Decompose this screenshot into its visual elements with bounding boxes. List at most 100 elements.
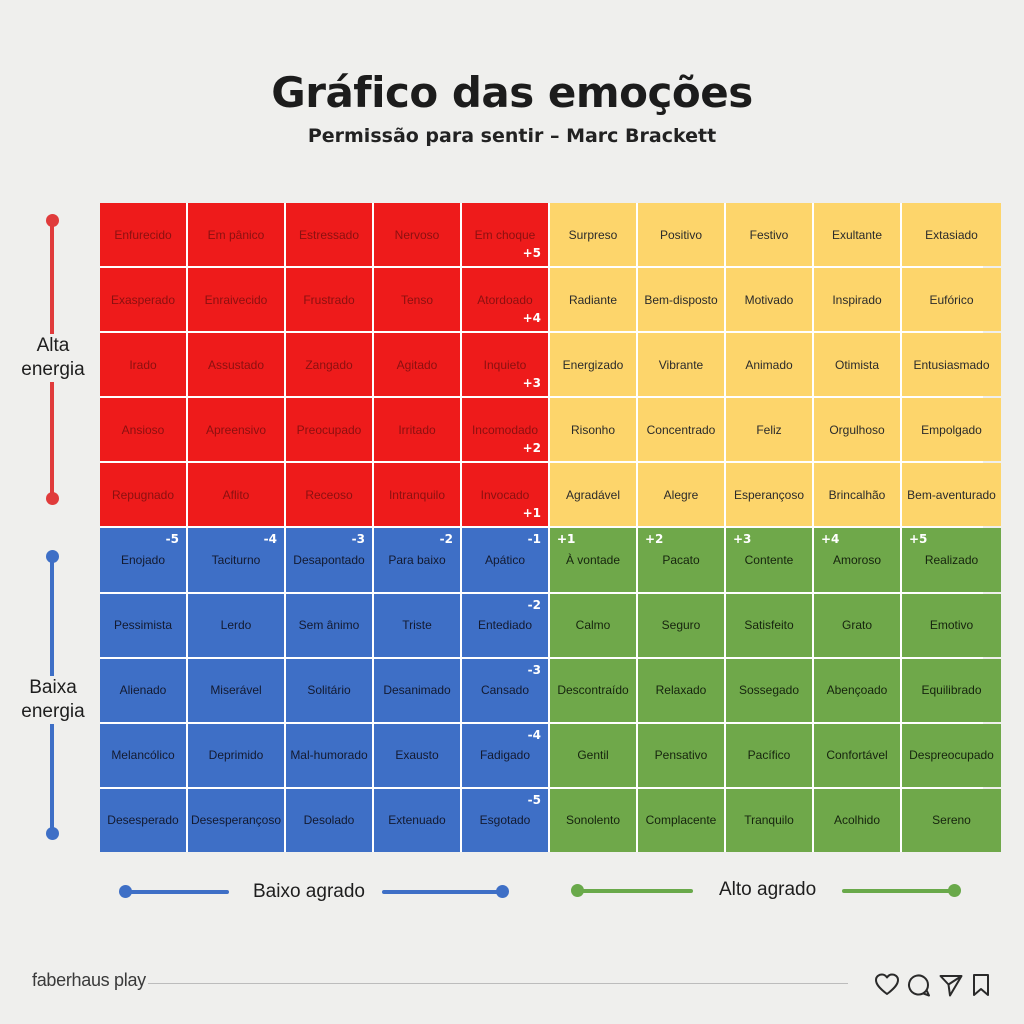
emotion-cell: Desolado bbox=[286, 788, 372, 852]
emotion-cell: Alienado bbox=[100, 658, 186, 722]
high-pleasantness-axis-dot-left bbox=[571, 884, 584, 897]
emotion-cell: Esgotado -5 bbox=[462, 788, 548, 852]
emotion-label: Irritado bbox=[398, 422, 436, 437]
emotion-label: Cansado bbox=[480, 683, 530, 698]
emotion-cell: Irritado bbox=[374, 398, 460, 462]
emotion-cell: Grato bbox=[814, 593, 900, 657]
emotion-label: Sonolento bbox=[565, 813, 621, 828]
emotion-label: Orgulhoso bbox=[829, 422, 885, 437]
emotion-cell: Bem-disposto bbox=[638, 268, 724, 332]
high-pleasantness-axis-line-left bbox=[577, 889, 693, 893]
emotion-label: Feliz bbox=[756, 422, 782, 437]
emotion-label: Zangado bbox=[305, 357, 353, 372]
brand-logo-text: faberhaus play bbox=[32, 970, 146, 990]
emotion-cell: Miserável bbox=[188, 658, 284, 722]
emotion-cell: Sonolento bbox=[550, 788, 636, 852]
high-energy-label-line1: Alta bbox=[8, 334, 98, 358]
emotion-cell: Calmo bbox=[550, 593, 636, 657]
high-energy-axis-dot-top bbox=[45, 214, 59, 227]
emotion-cell: Exasperado bbox=[100, 268, 186, 332]
emotion-cell: Esperançoso bbox=[726, 463, 812, 527]
energy-scale-number: -3 bbox=[527, 662, 541, 677]
emotion-cell: Assustado bbox=[188, 333, 284, 397]
emotion-label: Aflito bbox=[222, 487, 250, 502]
emotion-label: Atordoado bbox=[477, 292, 533, 307]
emotion-label: Animado bbox=[745, 357, 793, 372]
high-pleasantness-axis-line-right bbox=[842, 889, 954, 893]
emotion-label: Extenuado bbox=[388, 813, 446, 828]
send-icon[interactable] bbox=[938, 972, 964, 998]
emotion-cell: Agitado bbox=[374, 333, 460, 397]
emotion-cell: Agradável bbox=[550, 463, 636, 527]
pleasantness-scale-number: +3 bbox=[733, 532, 752, 547]
emotion-label: Repugnado bbox=[111, 487, 175, 502]
emotion-cell: Pensativo bbox=[638, 723, 724, 787]
low-pleasantness-axis-line-left bbox=[125, 890, 229, 894]
emotion-cell: Em choque +5 bbox=[462, 203, 548, 267]
pleasantness-scale-number: +1 bbox=[557, 532, 576, 547]
emotion-cell: Apreensivo bbox=[188, 398, 284, 462]
emotion-cell: Frustrado bbox=[286, 268, 372, 332]
emotion-label: Nervoso bbox=[394, 227, 440, 242]
pleasantness-scale-number: -3 bbox=[351, 532, 365, 547]
emotion-label: Concentrado bbox=[646, 422, 716, 437]
chart-subtitle: Permissão para sentir – Marc Brackett bbox=[307, 125, 717, 147]
emotion-cell: Preocupado bbox=[286, 398, 372, 462]
chart-title: Gráfico das emoções bbox=[271, 68, 753, 117]
energy-scale-number: -1 bbox=[527, 532, 541, 547]
emotion-cell: Descontraído bbox=[550, 658, 636, 722]
emotion-label: Eufórico bbox=[929, 292, 974, 307]
emotion-cell: Enojado -5 bbox=[100, 528, 186, 592]
emotion-label: Entediado bbox=[477, 618, 533, 633]
emotion-cell: Atordoado +4 bbox=[462, 268, 548, 332]
emotion-cell: Motivado bbox=[726, 268, 812, 332]
pleasantness-scale-number: -5 bbox=[165, 532, 179, 547]
emotion-label: Positivo bbox=[659, 227, 703, 242]
emotion-label: Amoroso bbox=[832, 553, 882, 568]
emotion-label: Entusiasmado bbox=[913, 357, 990, 372]
emotion-label: Apreensivo bbox=[205, 422, 267, 437]
emotion-label: Surpreso bbox=[568, 227, 618, 242]
emotion-cell: Enfurecido bbox=[100, 203, 186, 267]
emotion-cell: Equilibrado bbox=[902, 658, 1001, 722]
emotion-cell: Inquieto +3 bbox=[462, 333, 548, 397]
emotion-cell: Extenuado bbox=[374, 788, 460, 852]
emotion-label: Ansioso bbox=[121, 422, 165, 437]
emotion-label: Invocado bbox=[480, 487, 530, 502]
low-pleasantness-axis-dot-right bbox=[496, 885, 509, 898]
emotion-label: Lerdo bbox=[220, 618, 252, 633]
emotion-cell: Sem ânimo bbox=[286, 593, 372, 657]
emotion-cell: Radiante bbox=[550, 268, 636, 332]
emotion-cell: Sossegado bbox=[726, 658, 812, 722]
emotion-label: Pacífico bbox=[747, 748, 791, 763]
emotion-label: Inquieto bbox=[483, 357, 527, 372]
heart-icon[interactable] bbox=[874, 972, 900, 998]
emotion-cell: Eufórico bbox=[902, 268, 1001, 332]
emotion-label: Desapontado bbox=[293, 553, 365, 568]
emotion-label: Exasperado bbox=[110, 292, 176, 307]
emotion-cell: Enraivecido bbox=[188, 268, 284, 332]
emotion-cell: Irado bbox=[100, 333, 186, 397]
energy-scale-number: +3 bbox=[522, 376, 541, 391]
energy-scale-number: +4 bbox=[522, 311, 541, 326]
emotion-label: Incomodado bbox=[471, 422, 539, 437]
emotion-cell: Festivo bbox=[726, 203, 812, 267]
low-energy-label-line2: energia bbox=[8, 700, 98, 724]
emotion-cell: Exultante bbox=[814, 203, 900, 267]
energy-scale-number: +1 bbox=[522, 506, 541, 521]
emotion-label: Satisfeito bbox=[744, 618, 794, 633]
comment-icon[interactable] bbox=[906, 972, 932, 998]
pleasantness-scale-number: -4 bbox=[263, 532, 277, 547]
emotion-label: Abençoado bbox=[826, 683, 888, 698]
emotion-label: Sem ânimo bbox=[298, 618, 360, 633]
emotion-label: Fadigado bbox=[479, 748, 531, 763]
emotion-label: Irado bbox=[129, 357, 157, 372]
low-energy-axis-dot-bottom bbox=[45, 827, 59, 840]
emotion-label: Grato bbox=[841, 618, 872, 633]
emotion-label: Receoso bbox=[305, 487, 353, 502]
emotion-label: Agradável bbox=[565, 487, 621, 502]
emotion-cell: Estressado bbox=[286, 203, 372, 267]
bookmark-icon[interactable] bbox=[968, 972, 994, 998]
emotion-cell: Zangado bbox=[286, 333, 372, 397]
emotion-cell: Despreocupado bbox=[902, 723, 1001, 787]
